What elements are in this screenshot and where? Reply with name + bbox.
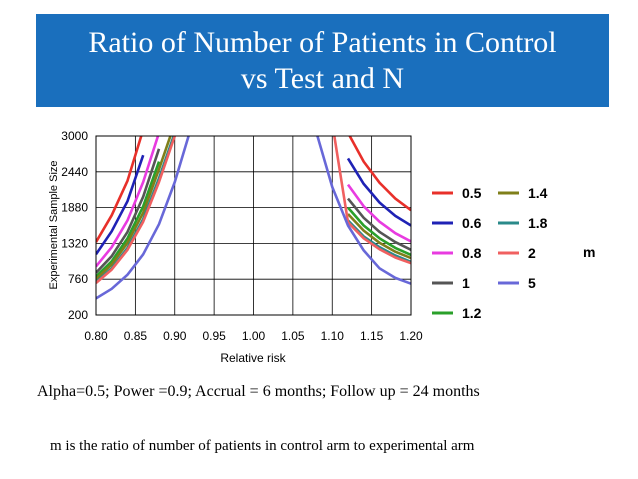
legend-label: 2 bbox=[528, 245, 536, 261]
y-axis-label: Experimental Sample Size bbox=[48, 160, 60, 289]
title-line-2: vs Test and N bbox=[240, 61, 405, 95]
x-tick-label: 1.15 bbox=[360, 329, 384, 343]
y-tick-label: 1320 bbox=[61, 236, 88, 250]
series-line-1-4 bbox=[96, 136, 172, 281]
x-tick-label: 1.20 bbox=[399, 329, 423, 343]
series-line-0-6 bbox=[346, 157, 411, 227]
series-line-1-2 bbox=[96, 161, 161, 278]
axes: 0.80 0.85 0.90 0.95 1.00 1.05 1.10 1.15 1.20 200 7… bbox=[61, 129, 423, 343]
legend-label: 0.8 bbox=[462, 245, 482, 261]
series-line-0-8 bbox=[96, 136, 160, 268]
series-line-0-5 bbox=[96, 136, 143, 243]
series-line-0-5 bbox=[348, 136, 411, 212]
x-tick-label: 0.85 bbox=[124, 329, 148, 343]
legend-label: 1.8 bbox=[528, 215, 548, 231]
x-tick-label: 0.80 bbox=[84, 329, 108, 343]
y-tick-label: 1880 bbox=[61, 201, 88, 215]
legend-title: m bbox=[583, 244, 596, 260]
y-tick-label: 3000 bbox=[61, 129, 88, 143]
legend-label: 1.2 bbox=[462, 305, 482, 321]
series-line-5 bbox=[96, 136, 411, 300]
plot-frame bbox=[95, 135, 412, 316]
y-tick-label: 200 bbox=[68, 308, 88, 322]
note-text: m is the ratio of number of patients in … bbox=[50, 438, 475, 454]
series-line-1 bbox=[346, 197, 411, 251]
x-axis-label: Relative risk bbox=[220, 351, 286, 365]
legend-label: 0.5 bbox=[462, 185, 482, 201]
series-line-1-8 bbox=[347, 219, 411, 264]
series-line-2 bbox=[333, 136, 411, 265]
legend-label: 0.6 bbox=[462, 215, 482, 231]
legend-label: 1.4 bbox=[528, 185, 548, 201]
parameters-text: Alpha=0.5; Power =0.9; Accrual = 6 month… bbox=[37, 383, 480, 400]
series-line-1-4 bbox=[347, 213, 411, 260]
legend: 0.5 0.6 0.8 1 1.2 1.4 1.8 2 5 bbox=[432, 185, 548, 321]
x-tick-label: 1.10 bbox=[321, 329, 345, 343]
series-line-0-6 bbox=[96, 154, 145, 256]
title-line-1: Ratio of Number of Patients in Control bbox=[88, 25, 557, 59]
series-line-1 bbox=[96, 148, 161, 274]
legend-label: 1 bbox=[462, 275, 470, 291]
x-tick-label: 0.95 bbox=[202, 329, 226, 343]
title-banner: Ratio of Number of Patients in Control v… bbox=[36, 14, 609, 107]
x-tick-label: 1.05 bbox=[281, 329, 305, 343]
series-line-1-2 bbox=[347, 206, 411, 257]
series-line-2 bbox=[96, 136, 177, 284]
legend-label: 5 bbox=[528, 275, 536, 291]
x-tick-label: 0.90 bbox=[163, 329, 187, 343]
y-tick-label: 760 bbox=[68, 272, 88, 286]
y-tick-label: 2440 bbox=[61, 165, 88, 179]
x-tick-label: 1.00 bbox=[242, 329, 266, 343]
series-line-0-8 bbox=[346, 183, 411, 243]
series-lines bbox=[96, 136, 411, 300]
